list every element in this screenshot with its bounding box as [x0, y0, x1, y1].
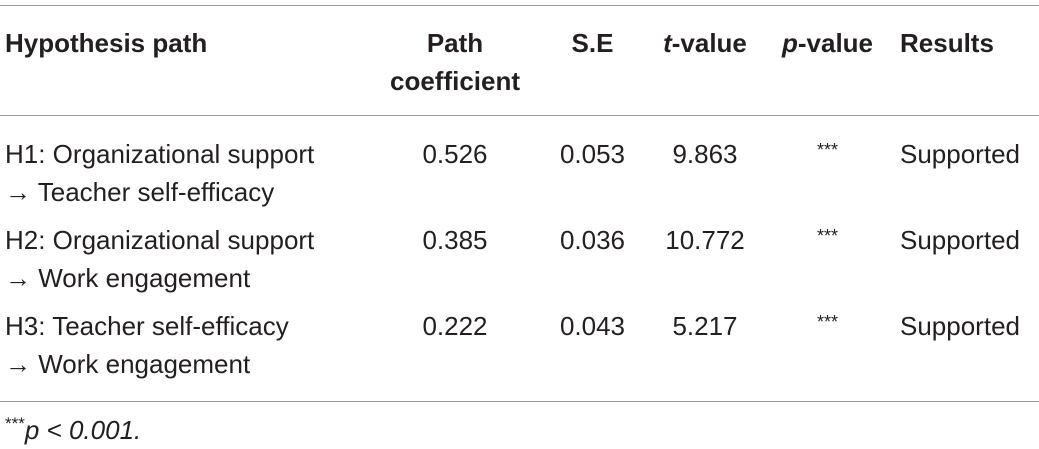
header-italic: p — [781, 28, 798, 58]
cell-text: 9.863 — [672, 139, 738, 169]
cell-line: → Work engagement — [5, 349, 251, 379]
table-cell: 10.772 — [645, 211, 765, 297]
results-table: Hypothesis path Path coefficient S.E t-v… — [0, 5, 1039, 402]
header-cell: S.E — [540, 6, 645, 116]
table-cell: Supported — [890, 116, 1039, 212]
header-text: Path coefficient — [390, 28, 521, 96]
footnote-text: < 0.001. — [39, 415, 142, 445]
table-cell: 0.222 — [370, 297, 540, 402]
header-text: Hypothesis path — [5, 28, 208, 58]
header-text: S.E — [571, 28, 614, 58]
footnote-stars: *** — [5, 414, 25, 433]
cell-text: 5.217 — [672, 311, 738, 341]
table-cell: 0.043 — [540, 297, 645, 402]
cell-text: *** — [816, 312, 838, 332]
footnote-text: p — [24, 415, 40, 445]
table-cell: H2: Organizational support → Work engagem… — [0, 211, 370, 297]
table-body: H1: Organizational support → Teacher self… — [0, 116, 1039, 402]
table-cell: 9.863 — [645, 116, 765, 212]
header-cell: Results — [890, 6, 1039, 116]
table-cell: 0.385 — [370, 211, 540, 297]
header-text: -value — [671, 28, 747, 58]
table-cell: 5.217 — [645, 297, 765, 402]
table-cell: 0.036 — [540, 211, 645, 297]
cell-text: *** — [816, 226, 838, 246]
table-cell: *** — [765, 211, 890, 297]
cell-text: Supported — [900, 311, 1020, 341]
table-cell: Supported — [890, 297, 1039, 402]
header-cell: Hypothesis path — [0, 6, 370, 116]
cell-line: H2: Organizational support — [5, 225, 315, 255]
cell-text: 0.222 — [422, 311, 488, 341]
cell-text: Supported — [900, 139, 1020, 169]
cell-line: → Teacher self-efficacy — [5, 177, 275, 207]
header-italic: t — [663, 28, 672, 58]
table-cell: Supported — [890, 211, 1039, 297]
table-cell: 0.526 — [370, 116, 540, 212]
cell-text: 0.043 — [559, 311, 626, 341]
cell-text: Supported — [900, 225, 1020, 255]
table-row: H1: Organizational support → Teacher self… — [0, 116, 1039, 212]
cell-text: 10.772 — [665, 225, 745, 255]
table-row: H3: Teacher self-efficacy → Work engageme… — [0, 297, 1039, 402]
table-cell: H3: Teacher self-efficacy → Work engageme… — [0, 297, 370, 402]
cell-line: → Work engagement — [5, 263, 251, 293]
table-row: H2: Organizational support → Work engagem… — [0, 211, 1039, 297]
cell-text: 0.385 — [422, 225, 488, 255]
header-text: -value — [797, 28, 874, 58]
cell-line: H1: Organizational support — [5, 139, 315, 169]
table-cell: H1: Organizational support → Teacher self… — [0, 116, 370, 212]
cell-text: *** — [816, 140, 838, 160]
header-text: Results — [900, 28, 994, 58]
table-cell: *** — [765, 116, 890, 212]
table-cell: 0.053 — [540, 116, 645, 212]
cell-text: 0.036 — [559, 225, 626, 255]
header-cell: Path coefficient — [370, 6, 540, 116]
header-row: Hypothesis path Path coefficient S.E t-v… — [0, 5, 1039, 116]
footnote: ***p < 0.001. — [5, 411, 141, 449]
cell-line: H3: Teacher self-efficacy — [5, 311, 289, 341]
header-cell: t-value — [645, 6, 765, 116]
cell-text: 0.526 — [422, 139, 488, 169]
cell-text: 0.053 — [559, 139, 626, 169]
table-cell: *** — [765, 297, 890, 402]
header-cell: p-value — [765, 6, 890, 116]
